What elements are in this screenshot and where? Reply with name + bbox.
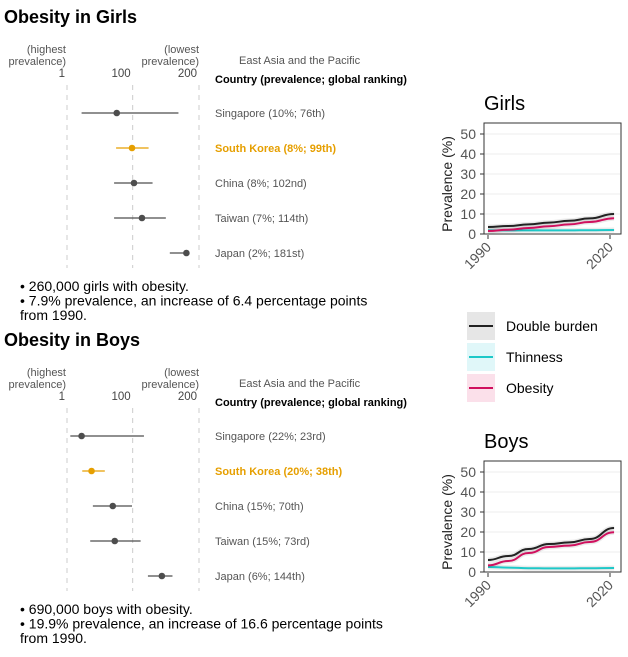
chart-title: Obesity in Girls xyxy=(4,7,137,27)
country-label: Singapore (22%; 23rd) xyxy=(215,431,326,443)
legend-label: Thinness xyxy=(506,349,563,365)
x-tick-label: 2020 xyxy=(583,577,616,610)
trend-plot-boys: Boys 0 10 20 30 40 50 Prevalence (%) 1990 2020 xyxy=(439,431,622,610)
y-tick-label: 40 xyxy=(460,484,476,500)
plot-frame xyxy=(483,460,622,573)
double_burden-line xyxy=(487,527,615,561)
y-tick-label: 0 xyxy=(468,226,476,242)
axis-label-left: prevalence) xyxy=(9,379,66,391)
x-tick-label: 1 xyxy=(59,68,65,80)
y-tick-label: 10 xyxy=(460,544,476,560)
double_burden-line xyxy=(487,213,615,228)
note-text: from 1990. xyxy=(20,307,87,323)
y-tick-label: 20 xyxy=(460,524,476,540)
region-label: East Asia and the Pacific xyxy=(239,55,361,67)
rank-point xyxy=(158,572,166,580)
x-tick-label: 2020 xyxy=(583,239,616,272)
note-text: • 19.9% prevalence, an increase of 16.6 … xyxy=(20,616,383,632)
y-tick-label: 30 xyxy=(460,166,476,182)
rank-point xyxy=(111,537,119,545)
note-text: from 1990. xyxy=(20,630,87,646)
plot-title: Girls xyxy=(484,93,525,115)
axis-label-left: (highest xyxy=(27,44,66,56)
x-tick-label: 1 xyxy=(59,391,65,403)
y-tick-label: 0 xyxy=(468,564,476,580)
rank-point xyxy=(78,432,85,440)
rank-point xyxy=(109,502,117,510)
rank-point xyxy=(138,214,146,222)
country-label: China (15%; 70th) xyxy=(215,501,304,513)
y-tick-label: 40 xyxy=(460,146,476,162)
column-header: Country (prevalence; global ranking) xyxy=(215,397,407,409)
country-label: Japan (2%; 181st) xyxy=(215,248,304,260)
trend-plot-girls: Girls 0 10 20 30 40 50 Prevalence (%) 1990 2020 xyxy=(439,93,622,272)
chart-title: Obesity in Boys xyxy=(4,330,140,350)
country-label: South Korea (20%; 38th) xyxy=(215,466,342,478)
x-tick-label: 100 xyxy=(111,391,130,403)
plot-title: Boys xyxy=(484,431,528,453)
y-axis-label: Prevalence (%) xyxy=(439,136,455,232)
country-label: Taiwan (15%; 73rd) xyxy=(215,536,310,548)
x-tick-label: 200 xyxy=(178,391,197,403)
y-axis-label: Prevalence (%) xyxy=(439,474,455,570)
axis-label-right: prevalence) xyxy=(142,379,199,391)
x-tick-label: 1990 xyxy=(461,239,494,272)
axis-label-left: prevalence) xyxy=(9,56,66,68)
axis-label-left: (highest xyxy=(27,367,66,379)
axis-label-right: (lowest xyxy=(164,367,199,379)
country-label: Japan (6%; 144th) xyxy=(215,571,305,583)
note-text: • 260,000 girls with obesity. xyxy=(20,278,189,294)
x-tick-label: 1990 xyxy=(461,577,494,610)
country-label: China (8%; 102nd) xyxy=(215,178,307,190)
plot-frame xyxy=(483,122,622,235)
x-tick-label: 100 xyxy=(111,68,130,80)
axis-label-right: prevalence) xyxy=(142,56,199,68)
column-header: Country (prevalence; global ranking) xyxy=(215,74,407,86)
y-tick-label: 50 xyxy=(460,126,476,142)
y-tick-label: 10 xyxy=(460,206,476,222)
axis-label-right: (lowest xyxy=(164,44,199,56)
y-tick-label: 30 xyxy=(460,504,476,520)
x-tick-label: 200 xyxy=(178,68,197,80)
country-label: Taiwan (7%; 114th) xyxy=(215,213,308,225)
rank-point xyxy=(113,109,121,117)
forest-plot-girls: Obesity in Girls(highestprevalence)(lowe… xyxy=(4,7,407,323)
legend: Double burden Thinness Obesity xyxy=(467,312,598,402)
rank-point xyxy=(128,144,136,152)
rank-point xyxy=(88,467,95,475)
obesity-line xyxy=(487,217,615,232)
rank-point xyxy=(130,179,138,187)
legend-label: Obesity xyxy=(506,380,553,396)
y-tick-label: 20 xyxy=(460,186,476,202)
legend-label: Double burden xyxy=(506,318,598,334)
rank-point xyxy=(183,249,190,257)
country-label: South Korea (8%; 99th) xyxy=(215,143,336,155)
thinness-line xyxy=(487,566,615,570)
note-text: • 7.9% prevalence, an increase of 6.4 pe… xyxy=(20,293,367,309)
obesity-line xyxy=(487,531,615,567)
forest-plot-boys: Obesity in Boys(highestprevalence)(lowes… xyxy=(4,330,407,646)
region-label: East Asia and the Pacific xyxy=(239,378,361,390)
note-text: • 690,000 boys with obesity. xyxy=(20,601,193,617)
country-label: Singapore (10%; 76th) xyxy=(215,108,325,120)
y-tick-label: 50 xyxy=(460,464,476,480)
